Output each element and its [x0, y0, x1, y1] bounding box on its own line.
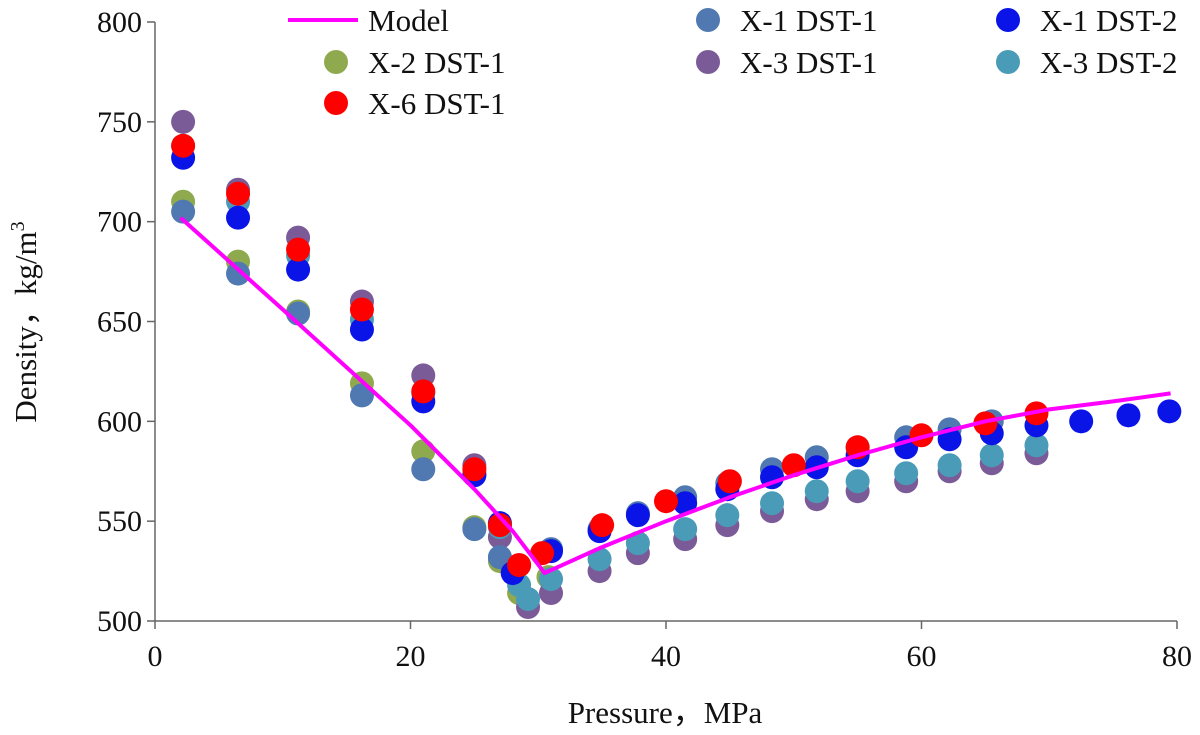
data-point-x-3-dst-2 [673, 517, 698, 542]
legend-swatch-marker [696, 8, 720, 32]
legend-swatch-marker [996, 50, 1020, 74]
legend-item-x-1-dst-2: X-1 DST-2 [996, 3, 1178, 38]
y-tick-label: 500 [97, 605, 142, 638]
series-x-3-dst-2 [171, 133, 1049, 612]
legend-swatch-marker [996, 8, 1020, 32]
data-point-x-3-dst-2 [516, 587, 541, 612]
data-point-x-1-dst-2 [286, 257, 311, 282]
data-point-x-6-dst-1 [349, 297, 374, 322]
legend-label: X-3 DST-2 [1040, 45, 1178, 80]
data-point-x-3-dst-2 [937, 453, 962, 478]
data-point-x-6-dst-1 [411, 379, 436, 404]
data-point-x-1-dst-2 [625, 503, 650, 528]
data-point-x-6-dst-1 [226, 181, 251, 206]
x-axis-title: Pressure，MPa [568, 695, 763, 730]
data-point-x-3-dst-2 [845, 469, 870, 494]
y-tick-label: 800 [97, 6, 142, 39]
data-point-x-3-dst-2 [760, 491, 785, 516]
data-point-x-1-dst-1 [411, 457, 436, 482]
data-point-x-1-dst-1 [462, 517, 487, 542]
y-tick-label: 750 [97, 106, 142, 139]
data-point-x-6-dst-1 [487, 513, 512, 538]
legend-item-x-1-dst-1: X-1 DST-1 [696, 3, 878, 38]
axes: 500 550 600 650 700 750 800 0 20 40 60 80 [97, 6, 1192, 673]
legend-label: X-6 DST-1 [368, 86, 506, 121]
data-point-x-6-dst-1 [462, 457, 487, 482]
y-axis-title-main: Density，kg/m [8, 231, 43, 422]
model-line [179, 216, 1171, 576]
data-point-x-6-dst-1 [590, 513, 615, 538]
x-tick-label: 20 [396, 640, 426, 673]
data-point-x-3-dst-2 [979, 443, 1004, 468]
data-point-x-1-dst-2 [1116, 403, 1141, 428]
data-point-x-3-dst-2 [894, 461, 919, 486]
data-point-x-1-dst-2 [349, 317, 374, 342]
legend-item-x-2-dst-1: X-2 DST-1 [324, 45, 506, 80]
data-point-x-6-dst-1 [286, 237, 311, 262]
y-tick-label: 600 [97, 405, 142, 438]
legend-label: X-1 DST-2 [1040, 3, 1178, 38]
data-point-x-1-dst-2 [226, 205, 251, 230]
legend-swatch-marker [696, 50, 720, 74]
data-point-x-1-dst-2 [1069, 409, 1094, 434]
data-point-x-3-dst-2 [715, 503, 740, 528]
x-tick-label: 60 [907, 640, 937, 673]
y-axis-title: Density，kg/m3 [7, 221, 43, 422]
legend-item-x-3-dst-1: X-3 DST-1 [696, 45, 878, 80]
data-point-x-1-dst-1 [171, 199, 196, 224]
legend-swatch-marker [324, 50, 348, 74]
legend-item-x-6-dst-1: X-6 DST-1 [324, 86, 506, 121]
legend-label: Model [368, 3, 449, 38]
x-tick-label: 40 [651, 640, 681, 673]
plot-area [171, 109, 1182, 620]
data-point-x-1-dst-2 [1157, 399, 1182, 424]
legend-label: X-2 DST-1 [368, 45, 506, 80]
y-tick-label: 700 [97, 206, 142, 239]
data-point-x-3-dst-1 [171, 109, 196, 134]
legend-label: X-1 DST-1 [740, 3, 878, 38]
data-point-x-3-dst-2 [1024, 433, 1049, 458]
data-point-x-6-dst-1 [717, 469, 742, 494]
y-tick-label: 650 [97, 306, 142, 339]
legend-item-x-3-dst-2: X-3 DST-2 [996, 45, 1178, 80]
legend: Model X-1 DST-1 X-1 DST-2 X-2 DST-1 X-3 DST-… [288, 3, 1178, 121]
data-point-x-3-dst-2 [804, 479, 829, 504]
y-tick-label: 550 [97, 505, 142, 538]
legend-swatch-marker [324, 91, 348, 115]
data-point-x-6-dst-1 [654, 489, 678, 514]
x-tick-label: 0 [148, 640, 163, 673]
legend-label: X-3 DST-1 [740, 45, 878, 80]
legend-item-model: Model [288, 3, 449, 38]
data-point-x-1-dst-1 [226, 261, 251, 286]
data-point-x-6-dst-1 [171, 133, 196, 158]
x-tick-label: 80 [1162, 640, 1192, 673]
y-axis-title-superscript: 3 [7, 221, 29, 231]
series-x-6-dst-1 [171, 133, 1049, 578]
data-point-x-6-dst-1 [507, 553, 532, 578]
data-point-x-1-dst-2 [673, 491, 698, 516]
